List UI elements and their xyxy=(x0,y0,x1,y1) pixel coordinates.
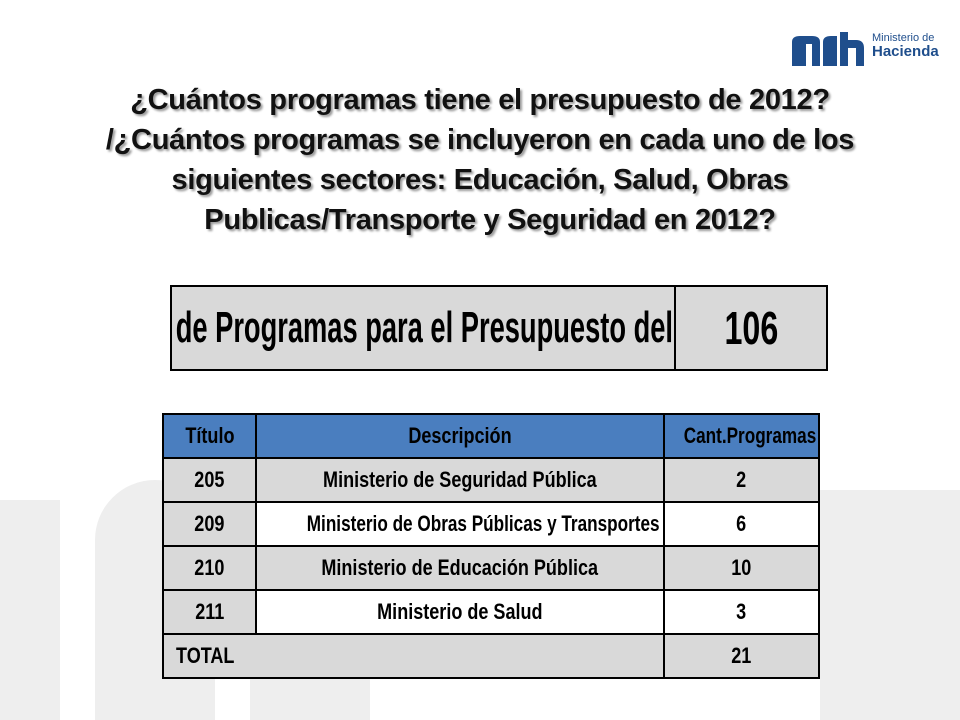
table-header-row: Título Descripción Cant.Programas xyxy=(162,413,820,459)
row-descripcion: Ministerio de Educación Pública xyxy=(255,545,665,591)
title-line1: ¿Cuántos programas tiene el presupuesto … xyxy=(130,84,830,116)
header-titulo: Título xyxy=(162,413,257,459)
ministerio-hacienda-logo: Ministerio de Hacienda xyxy=(790,26,950,70)
summary-value-cell: 106 xyxy=(676,287,826,369)
row-cantidad: 3 xyxy=(663,589,820,635)
mh-logo-icon xyxy=(792,32,864,66)
table-row: 205 Ministerio de Seguridad Pública 2 xyxy=(162,457,820,503)
row-cantidad: 6 xyxy=(663,501,820,547)
header-cantidad: Cant.Programas xyxy=(663,413,820,459)
title-line2: /¿Cuántos programas se incluyeron en cad… xyxy=(105,124,855,156)
table-row: 210 Ministerio de Educación Pública 10 xyxy=(162,545,820,591)
logo-line1: Ministerio de xyxy=(872,32,935,44)
summary-label-cell: Total de Programas para el Presupuesto d… xyxy=(172,287,676,369)
row-cantidad: 10 xyxy=(663,545,820,591)
row-titulo: 211 xyxy=(162,589,257,635)
title-line3: siguientes sectores: Educación, Salud, O… xyxy=(171,164,789,196)
row-titulo: 205 xyxy=(162,457,257,503)
programs-table: Título Descripción Cant.Programas 205 Mi… xyxy=(162,413,820,679)
row-descripcion: Ministerio de Obras Públicas y Transport… xyxy=(255,501,665,547)
title-line4: Publicas/Transporte y Seguridad en 2012? xyxy=(204,204,776,236)
total-label: TOTAL xyxy=(162,633,665,679)
summary-label: Total de Programas para el Presupuesto d… xyxy=(172,303,674,352)
row-cantidad: 2 xyxy=(663,457,820,503)
summary-value: 106 xyxy=(724,302,778,354)
table-row: 211 Ministerio de Salud 3 xyxy=(162,589,820,635)
row-titulo: 210 xyxy=(162,545,257,591)
table-total-row: TOTAL 21 xyxy=(162,633,820,679)
table-row: 209 Ministerio de Obras Públicas y Trans… xyxy=(162,501,820,547)
row-titulo: 209 xyxy=(162,501,257,547)
row-descripcion: Ministerio de Seguridad Pública xyxy=(255,457,665,503)
total-value: 21 xyxy=(663,633,820,679)
logo-line2: Hacienda xyxy=(872,43,939,60)
row-descripcion: Ministerio de Salud xyxy=(255,589,665,635)
summary-table: Total de Programas para el Presupuesto d… xyxy=(170,285,828,371)
page-title: ¿Cuántos programas tiene el presupuesto … xyxy=(40,80,920,240)
header-descripcion: Descripción xyxy=(255,413,665,459)
